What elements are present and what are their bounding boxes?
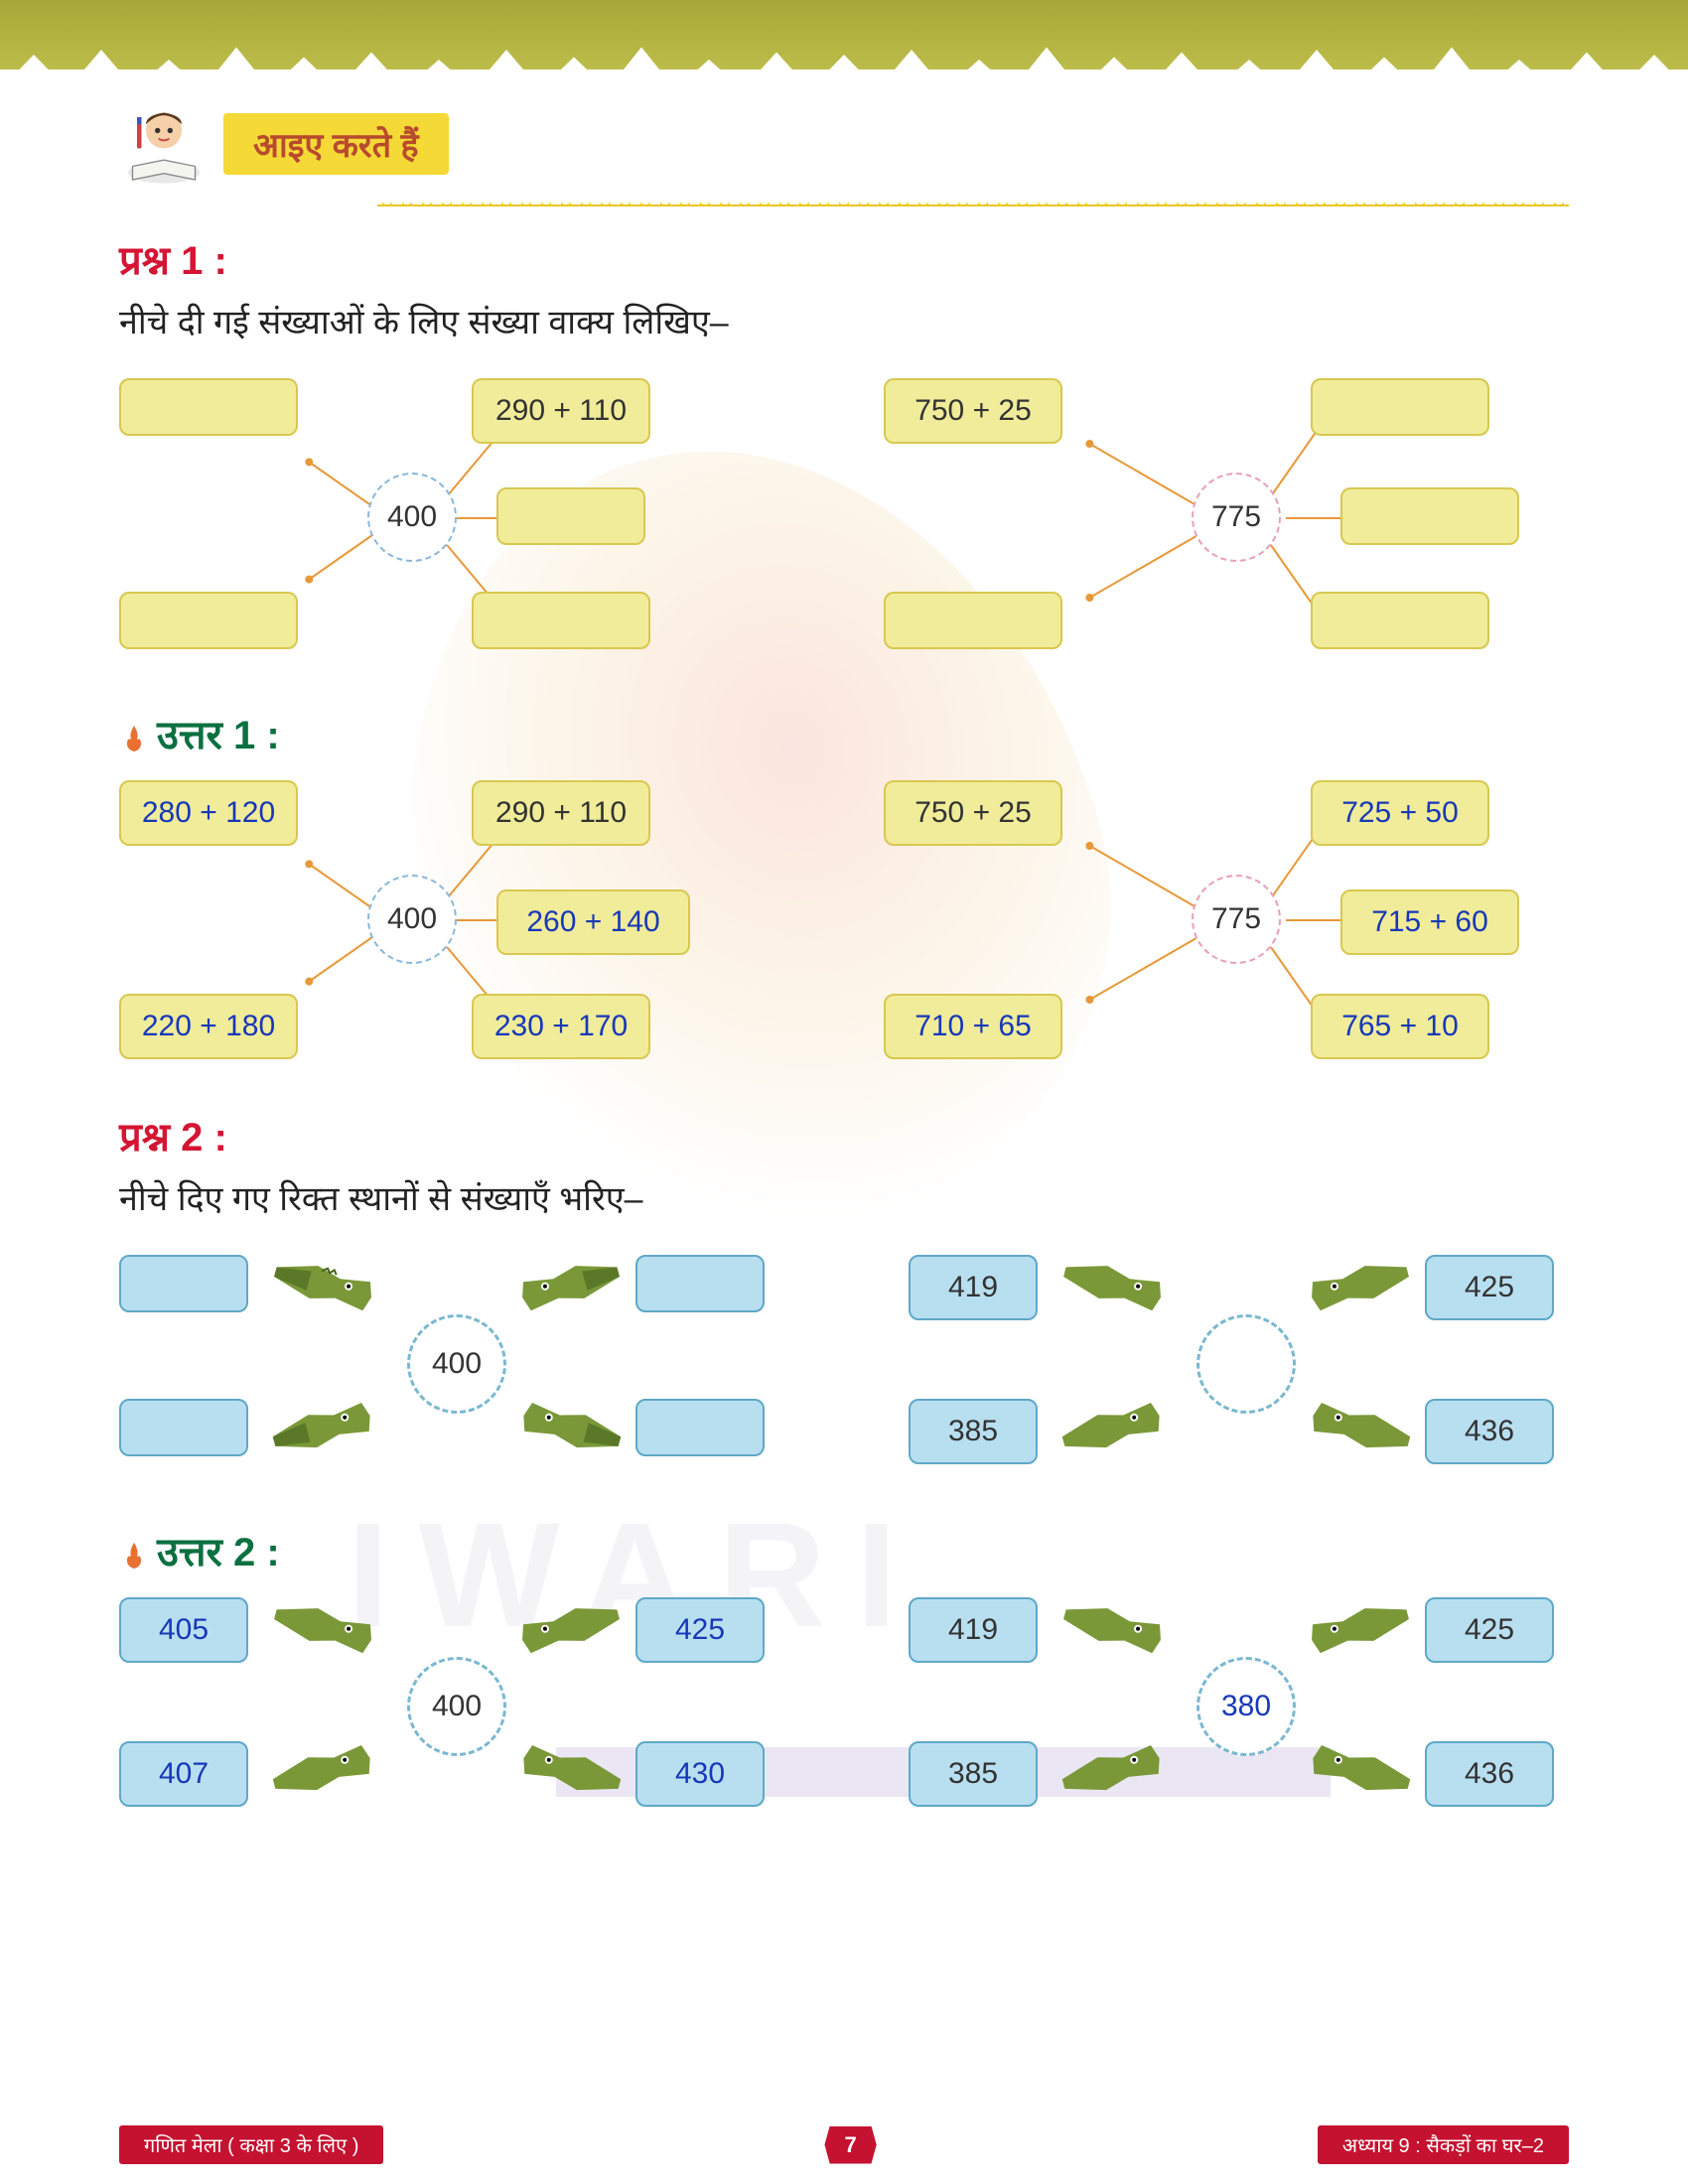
crocodile-icon xyxy=(511,1247,631,1328)
q1-d1-box-tl xyxy=(119,378,298,436)
question-2-label: प्रश्न 2 : xyxy=(119,1108,1569,1162)
answer-1-text: उत्तर 1 : xyxy=(157,706,280,760)
a1-d1-box-bl: 220 + 180 xyxy=(119,994,298,1059)
a2-c2-center: 380 xyxy=(1196,1657,1296,1756)
a1-d2-center: 775 xyxy=(1192,875,1281,964)
a2-c1-br: 430 xyxy=(635,1741,765,1807)
crocodile-icon xyxy=(263,1733,382,1815)
child-reading-icon xyxy=(119,99,209,189)
q2-c2-center xyxy=(1196,1314,1296,1414)
q1-d2-box-br xyxy=(1311,592,1489,649)
crocodile-icon xyxy=(511,1733,631,1815)
section-header: आइए करते हैं xyxy=(119,99,1569,189)
a2-c2-br: 436 xyxy=(1425,1741,1554,1807)
a1-d2-box-br: 765 + 10 xyxy=(1311,994,1489,1059)
q2-croc-2: 419 385 425 436 xyxy=(909,1255,1569,1473)
a1-d1-box-br: 230 + 170 xyxy=(472,994,650,1059)
a1-d1-box-mr: 260 + 140 xyxy=(496,889,690,955)
crocodile-icon xyxy=(511,1589,631,1671)
a1-d2-box-tr: 725 + 50 xyxy=(1311,780,1489,846)
flame-icon xyxy=(119,1536,149,1566)
q1-d1-box-mr xyxy=(496,487,645,545)
q1-d1-box-bl xyxy=(119,592,298,649)
q1-d2-box-bl xyxy=(884,592,1062,649)
q2-c2-bl: 385 xyxy=(909,1399,1038,1464)
crocodile-icon xyxy=(1301,1589,1420,1671)
wavy-divider xyxy=(377,199,1569,206)
a2-c2-tr: 425 xyxy=(1425,1597,1554,1663)
crocodile-icon xyxy=(1053,1733,1172,1815)
q2-c2-tl: 419 xyxy=(909,1255,1038,1320)
crocodile-icon xyxy=(1053,1247,1172,1328)
footer-right: अध्याय 9 : सैकड़ों का घर–2 xyxy=(1318,2125,1569,2164)
crocodile-icon xyxy=(263,1391,382,1472)
a2-c2-tl: 419 xyxy=(909,1597,1038,1663)
crocodile-icon xyxy=(263,1247,382,1328)
crocodile-icon xyxy=(511,1391,631,1472)
a1-d2-box-bl: 710 + 65 xyxy=(884,994,1062,1059)
flame-icon xyxy=(119,719,149,749)
top-grass-border xyxy=(0,0,1688,69)
a1-diagrams: 280 + 120 290 + 110 260 + 140 220 + 180 … xyxy=(119,780,1569,1058)
question-2-instruction: नीचे दिए गए रिक्त स्थानों से संख्याएँ भर… xyxy=(119,1174,1569,1220)
answer-1-label: उत्तर 1 : xyxy=(119,706,1569,760)
page-content: आइए करते हैं प्रश्न 1 : नीचे दी गई संख्य… xyxy=(0,69,1688,1816)
q2-c1-center: 400 xyxy=(407,1314,506,1414)
q1-d2-box-tr xyxy=(1311,378,1489,436)
q1-diagram-1: 290 + 110 400 xyxy=(119,378,755,656)
a1-d1-box-tl: 280 + 120 xyxy=(119,780,298,846)
page-footer: गणित मेला ( कक्षा 3 के लिए ) 7 अध्याय 9 … xyxy=(0,2125,1688,2164)
q2-c1-bl xyxy=(119,1399,248,1456)
a2-diagrams: 405 407 425 430 400 419 385 425 436 380 xyxy=(119,1597,1569,1816)
a1-d2-box-mr: 715 + 60 xyxy=(1340,889,1519,955)
a1-diagram-1: 280 + 120 290 + 110 260 + 140 220 + 180 … xyxy=(119,780,755,1058)
q1-d2-box-tl: 750 + 25 xyxy=(884,378,1062,444)
crocodile-icon xyxy=(1301,1391,1420,1472)
crocodile-icon xyxy=(1301,1247,1420,1328)
q1-diagrams: 290 + 110 400 750 + 25 775 xyxy=(119,378,1569,656)
a2-c2-bl: 385 xyxy=(909,1741,1038,1807)
q2-c1-tr xyxy=(635,1255,765,1312)
q2-croc-1: 400 xyxy=(119,1255,779,1473)
a1-d2-box-tl: 750 + 25 xyxy=(884,780,1062,846)
question-1-instruction: नीचे दी गई संख्याओं के लिए संख्या वाक्य … xyxy=(119,298,1569,343)
a1-d1-box-tr: 290 + 110 xyxy=(472,780,650,846)
crocodile-icon xyxy=(263,1589,382,1671)
a2-c1-bl: 407 xyxy=(119,1741,248,1807)
q1-d2-box-mr xyxy=(1340,487,1519,545)
crocodile-icon xyxy=(1053,1589,1172,1671)
banner-title: आइए करते हैं xyxy=(223,113,449,175)
answer-2-label: उत्तर 2 : xyxy=(119,1523,1569,1577)
q2-c2-br: 436 xyxy=(1425,1399,1554,1464)
question-1-label: प्रश्न 1 : xyxy=(119,231,1569,286)
q1-d2-center: 775 xyxy=(1192,473,1281,562)
a2-c1-tl: 405 xyxy=(119,1597,248,1663)
answer-2-text: उत्तर 2 : xyxy=(157,1523,280,1577)
q2-c1-br xyxy=(635,1399,765,1456)
a2-c1-tr: 425 xyxy=(635,1597,765,1663)
a2-croc-2: 419 385 425 436 380 xyxy=(909,1597,1569,1816)
q2-c1-tl xyxy=(119,1255,248,1312)
a2-c1-center: 400 xyxy=(407,1657,506,1756)
q2-c2-tr: 425 xyxy=(1425,1255,1554,1320)
crocodile-icon xyxy=(1053,1391,1172,1472)
q1-d1-center: 400 xyxy=(367,473,457,562)
footer-page-number: 7 xyxy=(824,2126,876,2164)
q1-d1-box-br xyxy=(472,592,650,649)
crocodile-icon xyxy=(1301,1733,1420,1815)
footer-left: गणित मेला ( कक्षा 3 के लिए ) xyxy=(119,2125,383,2164)
q2-diagrams: 400 419 385 425 436 xyxy=(119,1255,1569,1473)
a1-d1-center: 400 xyxy=(367,875,457,964)
a1-diagram-2: 750 + 25 725 + 50 715 + 60 710 + 65 765 … xyxy=(884,780,1519,1058)
a2-croc-1: 405 407 425 430 400 xyxy=(119,1597,779,1816)
q1-diagram-2: 750 + 25 775 xyxy=(884,378,1519,656)
q1-d1-box-tr: 290 + 110 xyxy=(472,378,650,444)
